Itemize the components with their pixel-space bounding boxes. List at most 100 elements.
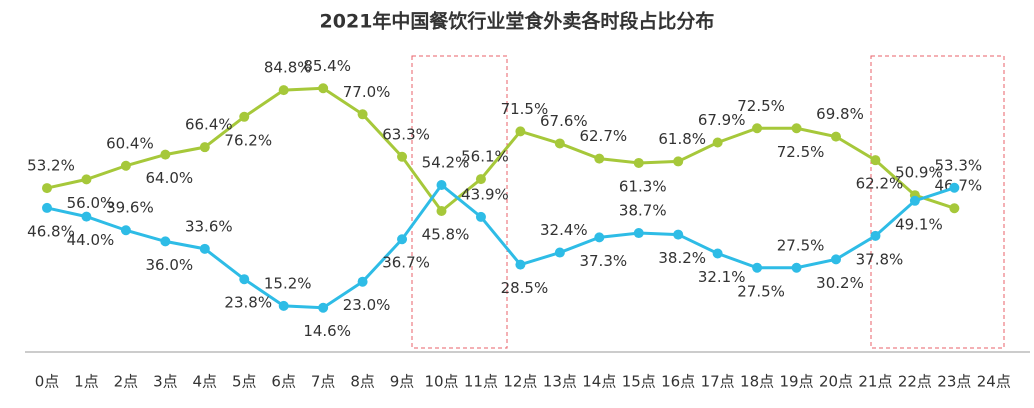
x-tick-label: 18点 <box>740 373 774 391</box>
point <box>357 109 368 120</box>
point <box>515 259 526 270</box>
point <box>436 206 447 217</box>
point <box>515 126 526 137</box>
x-tick-label: 5点 <box>232 373 257 391</box>
point <box>831 131 841 142</box>
point <box>81 211 92 222</box>
point <box>870 230 881 241</box>
point <box>949 203 960 214</box>
data-label: 53.2% <box>27 157 75 175</box>
data-label: 23.8% <box>224 294 272 312</box>
x-tick-label: 21点 <box>858 373 892 391</box>
point <box>160 236 171 247</box>
data-label: 39.6% <box>106 199 154 217</box>
point <box>318 83 329 94</box>
point <box>673 156 684 167</box>
x-tick-label: 19点 <box>780 373 814 391</box>
data-label: 64.0% <box>146 169 194 187</box>
data-label: 38.7% <box>619 202 667 220</box>
point <box>475 174 486 185</box>
highlight-box <box>870 55 1005 349</box>
x-tick-label: 1点 <box>74 373 99 391</box>
point <box>357 276 368 287</box>
x-tick-label: 24点 <box>977 373 1011 391</box>
point <box>199 142 210 153</box>
x-tick-label: 15点 <box>622 373 656 391</box>
point <box>870 155 881 166</box>
data-label: 62.2% <box>856 175 904 193</box>
point <box>554 138 565 149</box>
point <box>752 123 763 134</box>
x-tick-label: 12点 <box>503 373 537 391</box>
point <box>712 137 723 148</box>
point <box>909 195 920 206</box>
data-label: 27.5% <box>777 236 825 254</box>
data-label: 14.6% <box>303 322 351 340</box>
data-label: 37.3% <box>579 252 627 270</box>
point <box>554 247 565 258</box>
data-label: 32.4% <box>540 221 588 239</box>
point <box>791 123 802 134</box>
data-label: 33.6% <box>185 217 233 235</box>
series-line <box>46 182 955 310</box>
point <box>791 262 802 273</box>
point <box>594 232 605 243</box>
point <box>436 179 447 190</box>
point <box>949 182 960 193</box>
point <box>199 243 210 254</box>
data-label: 60.4% <box>106 134 154 152</box>
series-line <box>46 86 955 214</box>
data-label: 63.3% <box>382 125 430 143</box>
point <box>160 149 171 160</box>
data-label: 50.9% <box>895 164 943 182</box>
data-label: 49.1% <box>895 215 943 233</box>
x-tick-label: 10点 <box>424 373 458 391</box>
data-label: 45.8% <box>422 226 470 244</box>
data-label: 53.3% <box>935 156 983 174</box>
x-tick-label: 17点 <box>701 373 735 391</box>
point <box>831 254 841 265</box>
x-tick-label: 9点 <box>390 373 415 391</box>
data-label: 36.7% <box>382 254 430 272</box>
point <box>475 211 486 222</box>
data-label: 72.5% <box>737 97 785 115</box>
data-label: 62.7% <box>579 127 627 145</box>
point <box>278 85 289 96</box>
highlight-box <box>411 55 508 349</box>
data-label: 77.0% <box>343 83 391 101</box>
point <box>673 229 684 240</box>
x-tick-label: 13点 <box>543 373 577 391</box>
data-label: 44.0% <box>67 231 115 249</box>
data-label: 54.2% <box>422 153 470 171</box>
data-label: 56.1% <box>461 148 509 166</box>
point <box>42 202 52 213</box>
x-tick-label: 4点 <box>193 373 218 391</box>
data-label: 38.2% <box>658 249 706 267</box>
data-label: 61.8% <box>658 130 706 148</box>
point <box>594 153 605 164</box>
data-label: 15.2% <box>264 274 312 292</box>
point <box>318 302 329 313</box>
data-label: 23.0% <box>343 296 391 314</box>
x-tick-label: 0点 <box>35 373 60 391</box>
x-tick-label: 23点 <box>937 373 971 391</box>
data-label: 27.5% <box>737 282 785 300</box>
data-label: 61.3% <box>619 177 667 195</box>
point <box>120 160 131 171</box>
x-tick-label: 7点 <box>311 373 336 391</box>
data-label: 30.2% <box>816 274 864 292</box>
data-label: 36.0% <box>146 256 194 274</box>
point <box>120 225 131 236</box>
data-label: 32.1% <box>698 268 746 286</box>
point <box>42 183 52 194</box>
data-label: 66.4% <box>185 116 233 134</box>
x-tick-label: 20点 <box>819 373 853 391</box>
point <box>752 262 763 273</box>
data-label: 37.8% <box>856 250 904 268</box>
data-label: 84.8% <box>264 59 312 77</box>
data-label: 69.8% <box>816 105 864 123</box>
point <box>397 151 408 162</box>
data-label: 28.5% <box>501 279 549 297</box>
point <box>239 274 250 285</box>
